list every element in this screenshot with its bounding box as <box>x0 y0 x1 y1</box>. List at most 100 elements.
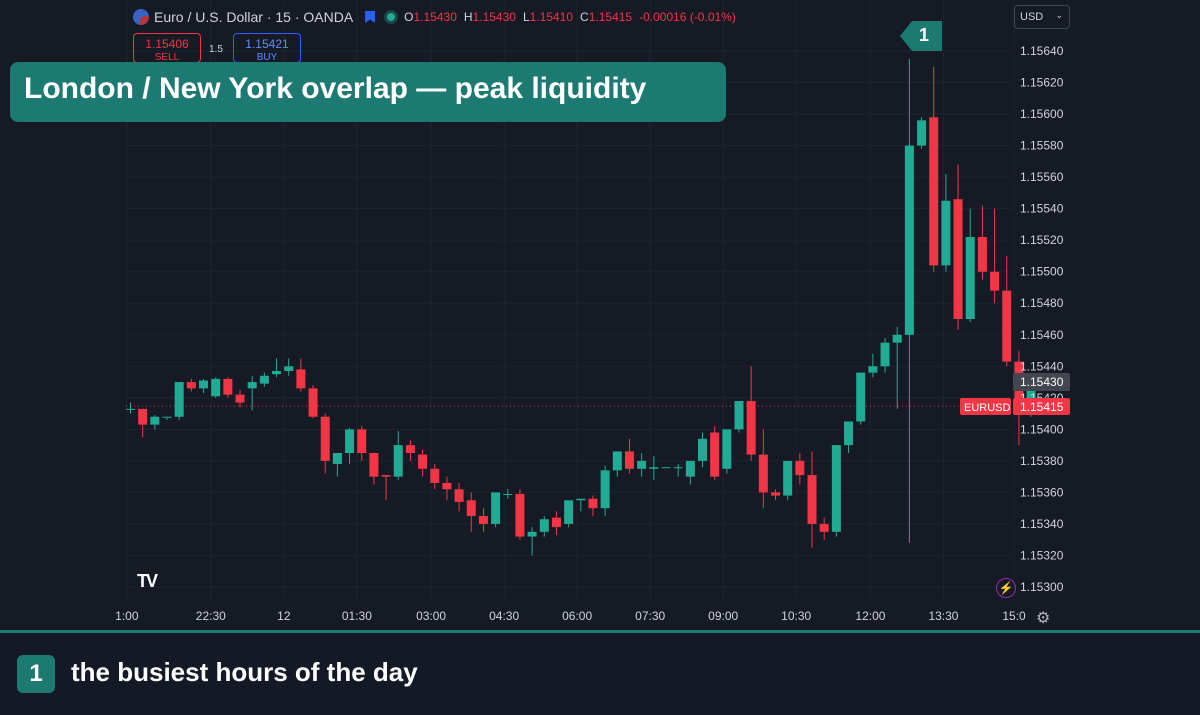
candle-body <box>478 516 488 524</box>
candle-body <box>308 388 318 417</box>
candle <box>369 453 379 485</box>
last-price-label: 1.15430 <box>1013 373 1070 391</box>
candle-body <box>637 460 647 469</box>
candle <box>624 438 634 474</box>
buy-button[interactable]: 1.15421 BUY <box>233 33 301 63</box>
time-tick: 15:0 <box>1002 609 1026 623</box>
candle-body <box>174 382 184 417</box>
candle <box>503 489 513 499</box>
live-dot-icon <box>387 13 396 21</box>
candle-body <box>369 453 379 477</box>
price-tick: 1.15620 <box>1020 76 1064 90</box>
candle-body <box>211 378 221 397</box>
candle-body <box>941 200 951 266</box>
candle <box>600 465 610 517</box>
flag-icon <box>133 9 149 25</box>
ohlc-open: O1.15430 <box>404 10 457 24</box>
time-tick: 22:30 <box>196 609 226 623</box>
candle-body <box>284 366 294 372</box>
price-axis: 1.15640 1.15620 1.15600 1.15580 1.15560 1.155… <box>1020 44 1064 594</box>
candle-body <box>247 382 257 389</box>
candle-body <box>953 199 963 319</box>
candle <box>612 451 622 477</box>
sell-button[interactable]: 1.15406 SELL <box>133 33 201 63</box>
candle-body <box>515 493 525 537</box>
bookmark-icon[interactable] <box>365 11 376 23</box>
candle-body <box>272 371 282 375</box>
candle-body <box>600 470 610 509</box>
candle <box>904 58 914 543</box>
candle <box>795 453 805 485</box>
candle-body <box>503 493 513 495</box>
candlestick-chart[interactable]: 1.15640 1.15620 1.15600 1.15580 1.15560 1.155… <box>0 0 1200 630</box>
price-tick: 1.15600 <box>1020 107 1064 121</box>
candle-body <box>783 460 793 496</box>
bolt-icon[interactable]: ⚡ <box>996 578 1016 598</box>
candle <box>576 498 586 512</box>
time-tick: 10:30 <box>781 609 811 623</box>
candle <box>211 377 221 398</box>
current-price-marker: EURUSD 1.15415 <box>960 398 1070 415</box>
candle-body <box>661 467 671 469</box>
spread-value: 1.5 <box>209 44 223 55</box>
candle <box>965 208 975 323</box>
candle <box>308 385 318 419</box>
candle <box>977 205 987 280</box>
candle <box>953 164 963 331</box>
price-tick: 1.15500 <box>1020 265 1064 279</box>
candle <box>917 117 927 149</box>
tradingview-logo[interactable]: TV <box>137 571 158 591</box>
candle-body <box>126 408 135 410</box>
candle-body <box>235 394 245 403</box>
time-tick: 06:00 <box>562 609 592 623</box>
candle <box>588 495 598 517</box>
candle-body <box>880 342 890 367</box>
candle <box>734 400 744 433</box>
candle-body <box>551 517 561 528</box>
candle <box>746 366 756 461</box>
price-tick: 1.15540 <box>1020 202 1064 216</box>
candle <box>941 173 951 272</box>
candle-body <box>868 366 878 373</box>
candle <box>807 451 817 548</box>
candle-body <box>990 271 1000 291</box>
candle <box>296 358 306 392</box>
time-tick: 09:00 <box>708 609 738 623</box>
currency-select[interactable]: USD ⌄ <box>1014 5 1070 29</box>
candle <box>126 402 135 414</box>
price-tick: 1.15400 <box>1020 422 1064 436</box>
gear-icon[interactable]: ⚙ <box>1036 610 1051 627</box>
current-price-text: 1.15415 <box>1020 400 1064 414</box>
candle <box>162 416 172 420</box>
candle <box>539 516 549 537</box>
currency-value: USD <box>1020 11 1044 23</box>
candle <box>771 489 781 501</box>
candle <box>199 378 209 394</box>
candle-body <box>199 380 209 389</box>
candle-body <box>442 482 452 490</box>
footer-caption: the busiest hours of the day <box>71 657 418 687</box>
time-tick: 04:30 <box>489 609 519 623</box>
time-tick: 12 <box>277 609 291 623</box>
candle <box>819 517 829 540</box>
candle-body <box>977 237 987 272</box>
candle <box>320 413 330 474</box>
candle-body <box>1026 382 1036 401</box>
candle-body <box>576 498 586 501</box>
candle <box>235 389 245 408</box>
candle-body <box>624 451 634 469</box>
candle-body <box>795 460 805 476</box>
candle <box>223 377 233 398</box>
candle-body <box>539 519 549 532</box>
candle-body <box>186 382 196 389</box>
symbol-title[interactable]: Euro / U.S. Dollar · 15 · OANDA <box>154 9 354 25</box>
candle-body <box>929 117 939 266</box>
time-tick: 1:00 <box>115 609 139 623</box>
sell-price: 1.15406 <box>145 37 189 51</box>
time-tick: 13:30 <box>928 609 958 623</box>
candle-body <box>1002 290 1012 362</box>
candle <box>722 429 732 474</box>
price-tick: 1.15380 <box>1020 454 1064 468</box>
candle <box>345 427 355 465</box>
candle <box>405 440 415 461</box>
